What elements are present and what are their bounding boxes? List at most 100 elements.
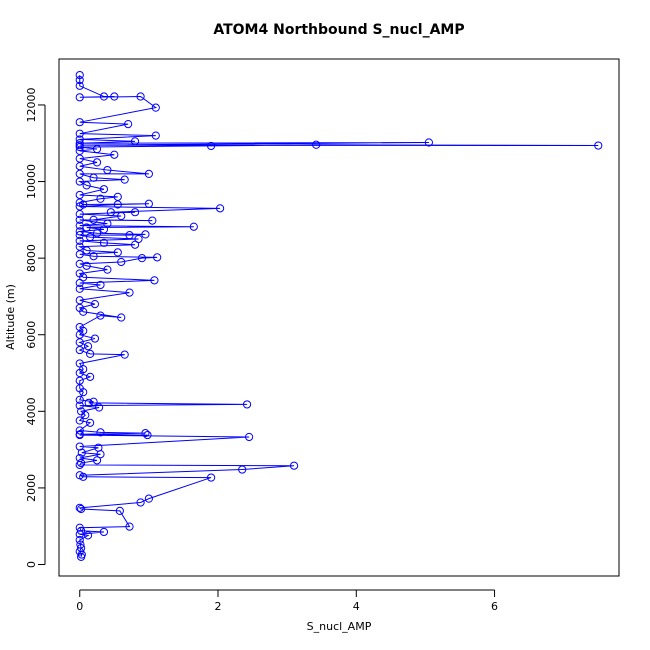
data-point [82,181,91,190]
y-axis: 0 2000 4000 6000 8000 10000 12000 [25,87,46,568]
data-point [83,531,93,540]
data-point [151,131,160,140]
data-point [141,230,150,239]
data-point [215,204,225,213]
data-point [153,253,162,262]
data-point [75,129,84,138]
x-tick-label: 4 [353,600,360,613]
y-tick-label: 6000 [25,321,38,349]
data-point [83,342,93,351]
data-point [89,252,98,261]
data-point [99,238,109,247]
data-point [141,429,150,438]
data-point [75,236,84,246]
data-point [89,215,98,224]
y-axis-title: Altitude (m) [4,284,17,350]
data-point [75,453,84,463]
data-point [150,276,159,285]
data-point [148,216,157,225]
data-point [75,503,84,512]
series-line [77,75,599,557]
data-point [75,395,84,404]
data-point [75,93,84,102]
data-point [75,359,84,368]
data-point [207,141,216,151]
x-tick-label: 0 [76,600,83,613]
data-point [75,190,84,200]
data-point [130,208,140,217]
data-point [75,416,84,425]
plot-frame [58,58,620,577]
data-point [86,232,95,242]
y-tick-label: 4000 [25,397,38,425]
data-point [151,103,160,112]
data-point [242,400,252,409]
data-point [84,398,93,407]
data-point [92,158,102,167]
y-tick-label: 8000 [25,244,38,272]
data-point [136,92,145,101]
data-point [103,219,112,228]
data-point [312,140,321,149]
data-point [189,222,198,231]
data-point [75,269,84,278]
data-point [99,527,109,537]
data-point [75,70,84,80]
data-point [106,208,115,217]
data-point [144,199,153,208]
data-point [92,456,102,465]
data-point [86,372,95,381]
data-point [125,231,134,240]
data-point [289,461,299,470]
data-point [94,443,103,452]
x-tick-label: 2 [215,600,222,613]
data-point [117,313,126,322]
data-point [130,137,140,146]
data-point [77,543,86,553]
x-axis: 0 2 4 6 [76,589,498,613]
data-point [75,442,84,451]
data-point [96,280,105,290]
data-point [144,169,153,178]
data-point [90,334,100,343]
data-point [75,231,84,240]
x-axis-title: S_nucl_AMP [307,620,372,633]
data-point [76,540,85,549]
data-point [75,430,84,439]
data-point [75,530,84,539]
y-tick-label: 12000 [25,87,38,122]
data-point [75,535,84,545]
data-point [75,81,84,90]
data-point [124,120,133,129]
data-point [96,311,105,320]
data-point [75,227,84,236]
data-point [75,401,84,410]
data-point [75,284,84,293]
series-layer [75,70,603,561]
data-point [75,259,84,268]
data-point [110,92,119,101]
data-point [125,288,134,297]
x-tick-label: 6 [491,600,498,613]
data-point [136,498,145,507]
data-point [75,221,84,230]
data-point [110,150,119,159]
data-point [117,211,126,221]
data-point [238,465,247,474]
data-point [75,523,84,532]
data-point [90,300,100,309]
data-point [92,144,102,154]
data-point [86,418,95,427]
data-point [113,192,122,201]
data-point [75,139,84,148]
data-point [120,175,129,184]
data-point [82,246,91,255]
data-point [96,194,105,203]
data-point [99,92,109,101]
data-point [245,432,254,442]
data-point [95,403,104,412]
data-point [75,135,84,144]
data-point [77,448,86,457]
data-point [75,242,84,251]
